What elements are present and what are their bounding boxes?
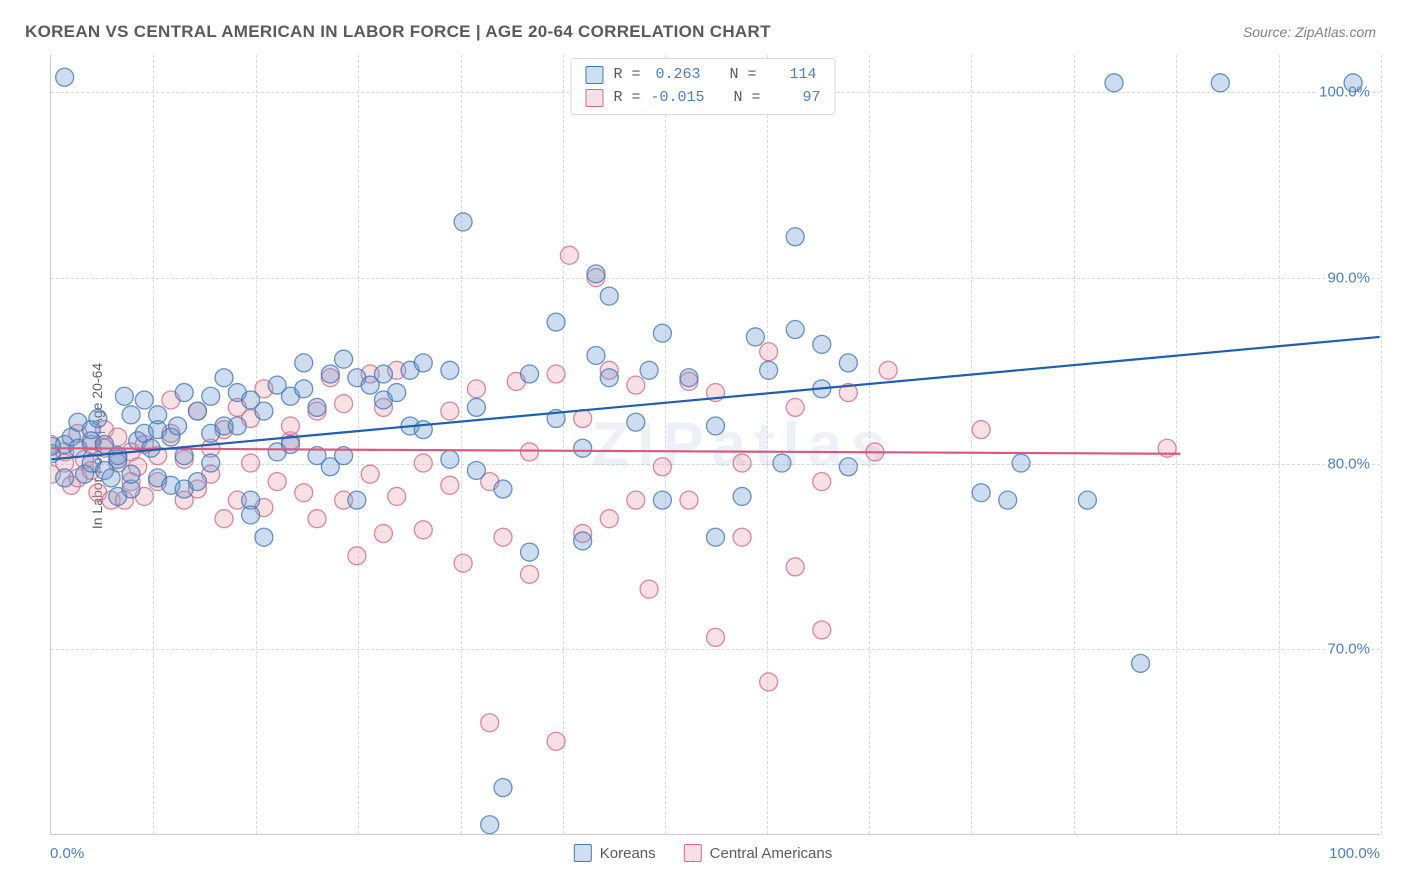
swatch-series2-icon	[585, 89, 603, 107]
n-label: N =	[730, 64, 757, 87]
n-value-series2: 97	[771, 87, 821, 110]
stats-row-series2: R = -0.015 N = 97	[585, 87, 820, 110]
legend-label-series1: Koreans	[600, 845, 656, 862]
swatch-series1-icon	[574, 844, 592, 862]
x-axis-max-label: 100.0%	[1329, 845, 1380, 862]
swatch-series1-icon	[585, 66, 603, 84]
r-label: R =	[613, 64, 640, 87]
chart-container: KOREAN VS CENTRAL AMERICAN IN LABOR FORC…	[0, 0, 1406, 892]
stats-row-series1: R = 0.263 N = 114	[585, 64, 820, 87]
legend-item-series1: Koreans	[574, 844, 656, 862]
gridline-v	[1381, 55, 1382, 834]
swatch-series2-icon	[684, 844, 702, 862]
r-value-series2: -0.015	[650, 87, 704, 110]
plot-area: ZIPatlas 70.0%80.0%90.0%100.0%	[50, 55, 1380, 835]
n-value-series1: 114	[767, 64, 817, 87]
n-label: N =	[734, 87, 761, 110]
x-axis-min-label: 0.0%	[50, 845, 84, 862]
stats-legend: R = 0.263 N = 114 R = -0.015 N = 97	[570, 58, 835, 115]
scatter-svg	[51, 55, 1380, 834]
source-label: Source: ZipAtlas.com	[1243, 24, 1376, 40]
legend-label-series2: Central Americans	[710, 845, 833, 862]
r-value-series1: 0.263	[650, 64, 700, 87]
chart-title: KOREAN VS CENTRAL AMERICAN IN LABOR FORC…	[25, 22, 771, 42]
legend-item-series2: Central Americans	[684, 844, 833, 862]
r-label: R =	[613, 87, 640, 110]
series-legend: Koreans Central Americans	[574, 844, 832, 862]
